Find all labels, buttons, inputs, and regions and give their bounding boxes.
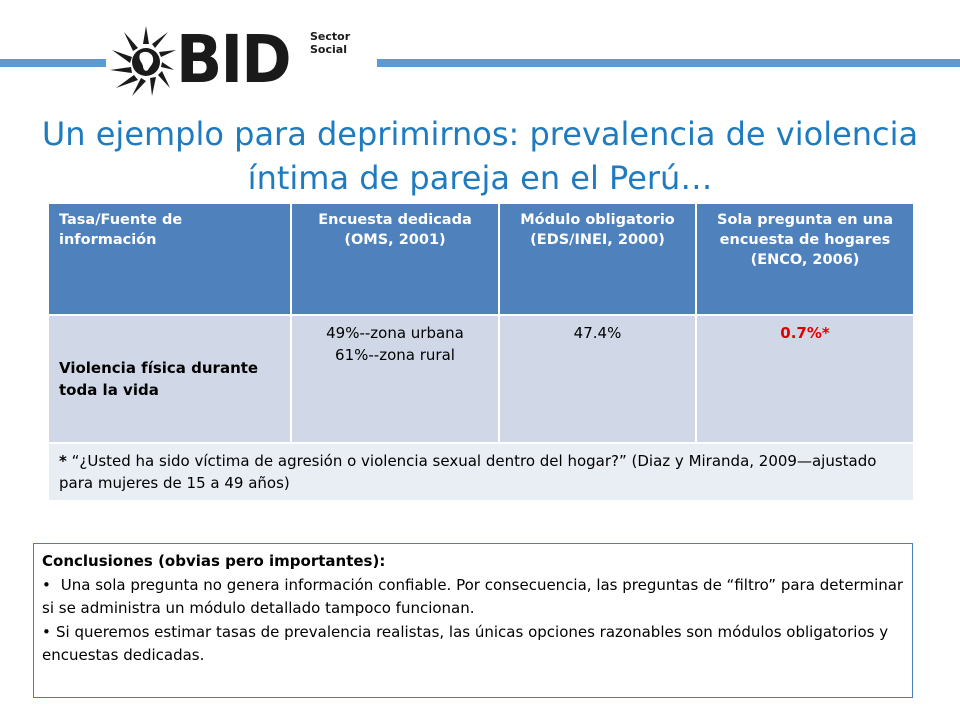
globe-sunburst-icon <box>110 26 176 96</box>
bullet-icon: • <box>42 622 51 641</box>
conclusions-box: Conclusiones (obvias pero importantes): … <box>33 543 913 698</box>
column-header-single-question: Sola pregunta en una encuesta de hogares… <box>695 202 915 316</box>
footnote-text: “¿Usted ha sido víctima de agresión o vi… <box>59 452 877 492</box>
logo-subtitle: Sector Social <box>310 30 351 56</box>
header-rule-left <box>0 59 106 67</box>
column-header-rate-source: Tasa/Fuente de información <box>47 202 292 316</box>
slide-title: Un ejemplo para deprimirnos: prevalencia… <box>41 115 919 197</box>
conclusions-list: • Una sola pregunta no genera informació… <box>42 574 904 668</box>
table-footnote: * “¿Usted ha sido víctima de agresión o … <box>47 442 915 502</box>
list-item: • Si queremos estimar tasas de prevalenci… <box>42 621 904 668</box>
conclusion-text: Una sola pregunta no genera información … <box>42 575 904 618</box>
table-footnote-row: * “¿Usted ha sido víctima de agresión o … <box>47 442 915 502</box>
footnote-mark: * <box>59 452 67 470</box>
bid-logo: BID Sector Social <box>110 21 378 102</box>
list-item: • Una sola pregunta no genera informació… <box>42 574 904 621</box>
table-header-row: Tasa/Fuente de información Encuesta dedi… <box>47 202 915 316</box>
cell-mandatory-module: 47.4% <box>498 314 697 444</box>
column-header-mandatory-module: Módulo obligatorio (EDS/INEI, 2000) <box>498 202 697 316</box>
conclusions-heading: Conclusiones (obvias pero importantes): <box>42 552 386 570</box>
logo-wordmark: BID <box>176 21 292 98</box>
cell-single-question: 0.7%* <box>695 314 915 444</box>
header-rule-right <box>377 59 960 67</box>
row-label-physical-violence: Violencia física durante toda la vida <box>47 314 292 444</box>
prevalence-table: Tasa/Fuente de información Encuesta dedi… <box>47 202 915 502</box>
table-row: Violencia física durante toda la vida 49… <box>47 314 915 444</box>
bullet-icon: • <box>42 575 51 594</box>
conclusion-text: Si queremos estimar tasas de prevalencia… <box>42 622 889 665</box>
column-header-dedicated-survey: Encuesta dedicada (OMS, 2001) <box>290 202 500 316</box>
cell-dedicated-survey: 49%--zona urbana 61%--zona rural <box>290 314 500 444</box>
